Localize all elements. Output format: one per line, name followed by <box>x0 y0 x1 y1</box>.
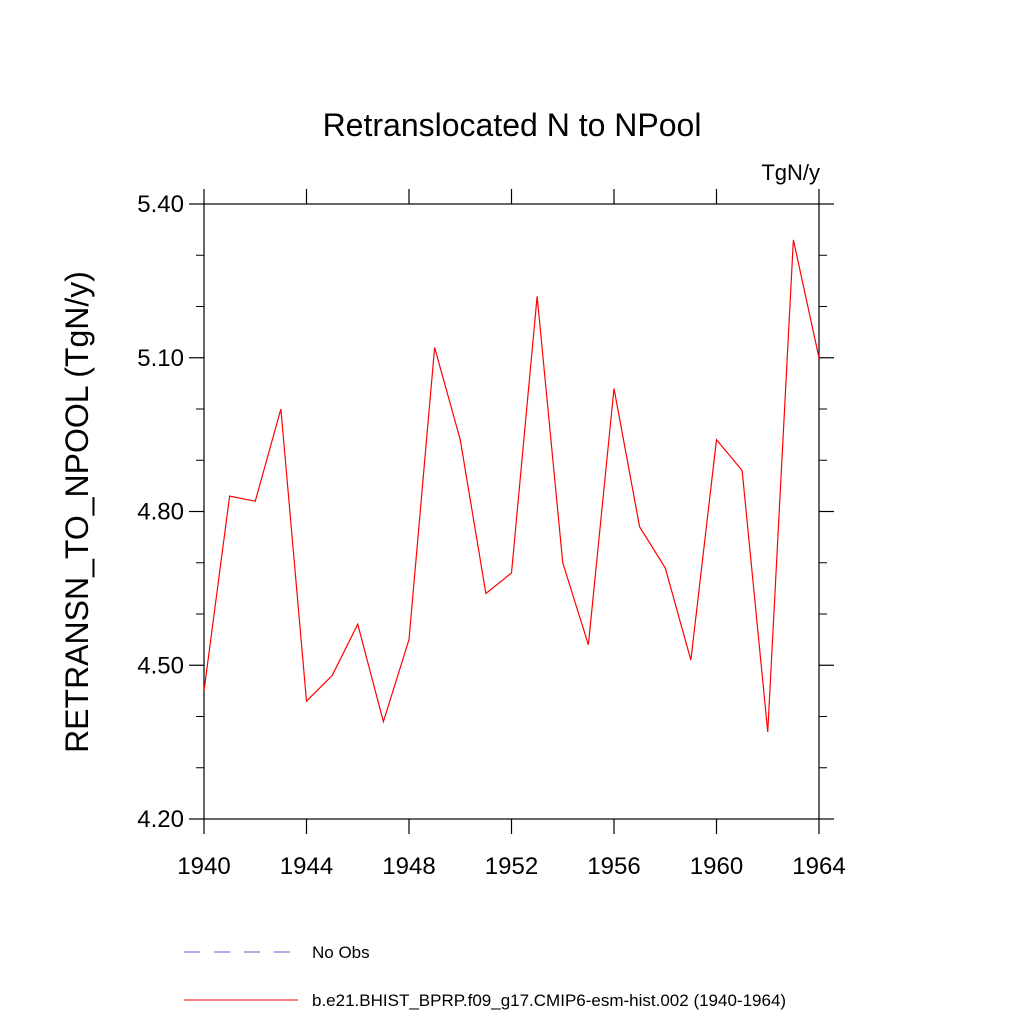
y-tick-label: 5.10 <box>137 345 184 372</box>
axis-tick-labels: 4.20 4.50 4.80 5.10 5.40 1940 1944 1948 1952 1956… <box>137 191 845 880</box>
chart-title: Retranslocated N to NPool <box>323 107 702 143</box>
y-tick-label: 4.20 <box>137 806 184 833</box>
axis-ticks <box>189 189 834 834</box>
x-tick-label: 1944 <box>280 853 333 880</box>
x-tick-label: 1948 <box>382 853 435 880</box>
series-line <box>203 239 820 732</box>
series-layer <box>203 239 820 732</box>
legend: No Obs b.e21.BHIST_BPRP.f09_g17.CMIP6-esm… <box>184 943 786 1010</box>
x-tick-label: 1952 <box>485 853 538 880</box>
x-tick-label: 1940 <box>177 853 230 880</box>
legend-label: b.e21.BHIST_BPRP.f09_g17.CMIP6-esm-hist.… <box>312 991 786 1010</box>
y-tick-label: 4.80 <box>137 499 184 526</box>
y-tick-label: 4.50 <box>137 652 184 679</box>
x-tick-label: 1964 <box>792 853 845 880</box>
y-axis-label: RETRANSN_TO_NPOOL (TgN/y) <box>59 271 95 753</box>
plot-frame <box>203 203 820 820</box>
x-tick-label: 1960 <box>690 853 743 880</box>
units-label: TgN/y <box>761 160 820 185</box>
legend-label: No Obs <box>312 943 370 962</box>
x-tick-label: 1956 <box>587 853 640 880</box>
y-tick-label: 5.40 <box>137 191 184 218</box>
